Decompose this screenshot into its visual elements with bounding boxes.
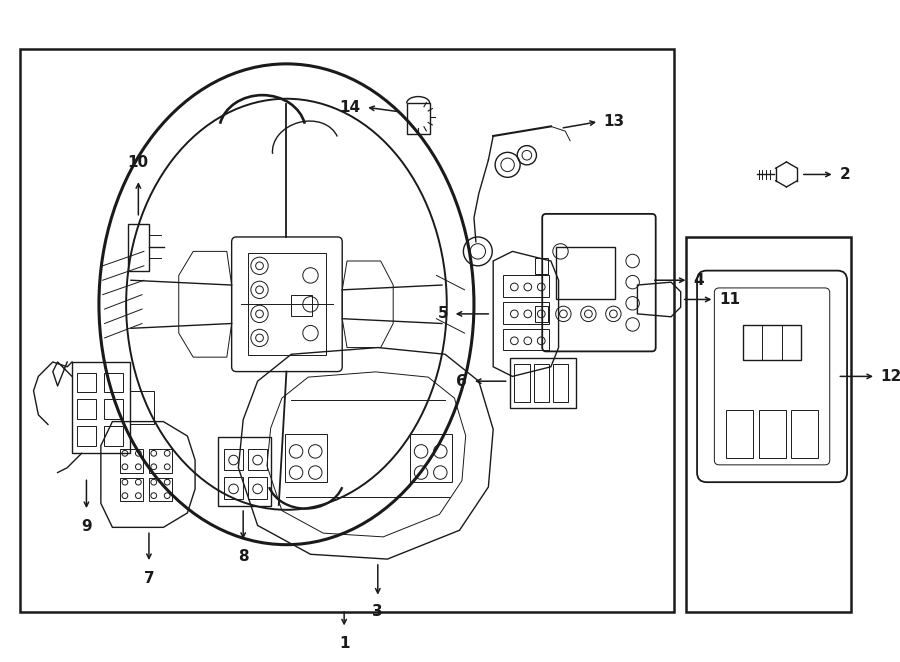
Text: 13: 13 (604, 114, 625, 129)
Bar (514, 364, 530, 402)
Text: 1: 1 (339, 636, 349, 651)
Text: 5: 5 (437, 307, 448, 321)
Bar (407, 103, 429, 134)
Bar (248, 477, 267, 498)
Bar (292, 295, 312, 316)
Bar (555, 246, 616, 299)
Text: 3: 3 (373, 604, 383, 619)
Bar (224, 477, 243, 498)
Bar (128, 224, 148, 271)
Bar (120, 449, 143, 473)
Bar (104, 426, 123, 446)
Bar (224, 449, 243, 469)
Bar (248, 254, 326, 355)
Bar (218, 437, 271, 506)
Bar (104, 373, 123, 392)
Bar (503, 275, 549, 297)
Bar (148, 479, 172, 501)
Text: 6: 6 (456, 374, 467, 389)
Bar (503, 303, 549, 324)
Text: 4: 4 (693, 273, 704, 288)
Bar (148, 449, 172, 473)
Bar (72, 362, 130, 453)
Text: 2: 2 (840, 167, 850, 182)
Text: 7: 7 (144, 571, 154, 586)
Bar (76, 426, 96, 446)
Bar (503, 329, 549, 350)
Bar (534, 364, 549, 402)
Bar (535, 258, 548, 273)
Bar (726, 410, 752, 458)
Bar (248, 449, 267, 469)
Text: 9: 9 (81, 519, 92, 534)
Bar (791, 410, 818, 458)
Text: 10: 10 (128, 155, 148, 169)
Bar (410, 434, 452, 482)
Bar (510, 358, 576, 408)
Bar (686, 237, 850, 612)
Bar (120, 479, 143, 501)
Text: 11: 11 (719, 292, 740, 307)
Bar (20, 50, 674, 612)
Bar (130, 391, 154, 424)
Bar (553, 364, 568, 402)
Bar (76, 373, 96, 392)
Text: 12: 12 (881, 369, 900, 384)
Text: 8: 8 (238, 549, 248, 563)
Bar (104, 399, 123, 418)
Bar (76, 399, 96, 418)
Bar (284, 434, 327, 482)
Bar (759, 410, 786, 458)
Bar (743, 326, 801, 360)
Text: 14: 14 (339, 100, 361, 115)
Bar (535, 307, 548, 322)
